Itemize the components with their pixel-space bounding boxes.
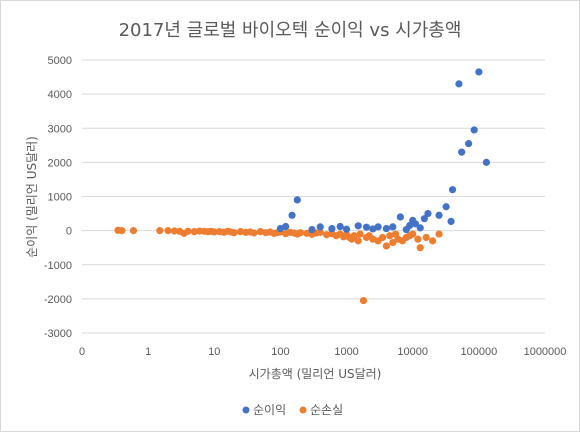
x-tick-label: 10 — [208, 346, 220, 358]
x-tick-label: 100 — [271, 346, 289, 358]
point-series-1 — [414, 235, 422, 243]
point-series-0 — [282, 222, 290, 231]
point-series-1 — [422, 233, 430, 242]
point-series-0 — [382, 224, 390, 233]
point-series-1 — [316, 228, 324, 236]
point-series-1 — [170, 227, 179, 235]
point-series-0 — [411, 220, 420, 228]
point-series-0 — [288, 211, 296, 219]
point-series-1 — [416, 244, 424, 252]
point-series-1 — [429, 237, 437, 245]
point-series-1 — [359, 296, 368, 305]
point-series-0 — [396, 213, 404, 221]
point-series-1 — [164, 227, 172, 235]
point-series-0 — [448, 186, 457, 194]
point-series-0 — [475, 68, 483, 76]
legend: 순이익 순손실 — [242, 403, 343, 417]
x-tick-label: 10000 — [397, 346, 428, 358]
point-series-0 — [308, 226, 316, 234]
point-series-0 — [435, 211, 443, 219]
point-series-1 — [250, 229, 258, 237]
point-series-1 — [184, 227, 192, 235]
x-tick-label: 1 — [145, 346, 151, 358]
point-series-0 — [482, 158, 490, 166]
x-tick-label: 0 — [79, 346, 85, 358]
y-tick-label: 1000 — [48, 192, 72, 204]
point-series-1 — [156, 227, 164, 235]
y-tick-label: 0 — [66, 226, 72, 238]
point-series-1 — [237, 228, 245, 236]
point-series-1 — [190, 228, 198, 236]
point-series-1 — [386, 232, 394, 240]
legend-marker-series-1 — [299, 406, 307, 414]
x-tick-label: 1000000 — [524, 346, 567, 358]
point-series-0 — [424, 209, 432, 218]
point-series-1 — [378, 233, 387, 242]
point-series-1 — [118, 227, 126, 235]
y-axis-title: 순이익 (밀리언 US달러) — [25, 136, 39, 258]
legend-label-series-0: 순이익 — [253, 403, 286, 417]
x-tick-label: 100000 — [460, 346, 497, 358]
point-series-1 — [409, 230, 417, 238]
point-series-1 — [230, 229, 238, 237]
y-tick-label: 4000 — [48, 89, 72, 101]
point-series-1 — [129, 227, 138, 235]
point-series-0 — [362, 223, 371, 231]
data-points — [114, 68, 490, 305]
point-series-0 — [420, 215, 428, 223]
point-series-1 — [210, 228, 218, 236]
y-tick-label: 2000 — [48, 157, 72, 169]
point-series-0 — [336, 222, 344, 231]
chart-title: 2017년 글로벌 바이오텍 순이익 vs 시가총액 — [119, 20, 462, 41]
point-series-1 — [382, 242, 390, 250]
y-tick-label: -1000 — [44, 260, 72, 272]
y-tick-label: -3000 — [44, 328, 72, 340]
x-tick-label: 1000 — [334, 346, 358, 358]
point-series-0 — [342, 225, 351, 233]
point-series-0 — [465, 140, 473, 148]
point-series-0 — [316, 223, 324, 231]
point-series-0 — [374, 223, 382, 231]
point-series-0 — [293, 196, 301, 204]
point-series-0 — [442, 203, 450, 211]
x-axis-title: 시가총액 (밀리언 US달러) — [249, 367, 382, 381]
point-series-0 — [458, 148, 466, 156]
point-series-0 — [354, 222, 362, 230]
x-tick-labels: 0 1 10 100 1000 10000 100000 1000000 — [79, 346, 566, 358]
y-tick-label: 5000 — [48, 55, 72, 67]
y-tick-label: -2000 — [44, 294, 72, 306]
point-series-1 — [354, 237, 362, 245]
y-tick-labels: 5000 4000 3000 2000 1000 0 -1000 -2000 -3000 — [44, 55, 72, 340]
legend-marker-series-0 — [242, 406, 250, 414]
point-series-0 — [416, 224, 424, 232]
point-series-1 — [296, 229, 304, 237]
y-tick-label: 3000 — [48, 123, 72, 135]
point-series-1 — [350, 232, 358, 240]
point-series-1 — [389, 238, 397, 247]
legend-label-series-1: 순손실 — [310, 403, 343, 417]
gridlines — [82, 59, 545, 334]
point-series-1 — [356, 230, 364, 238]
point-series-1 — [435, 230, 443, 238]
point-series-0 — [389, 223, 397, 231]
point-series-0 — [328, 224, 336, 233]
point-series-0 — [447, 217, 455, 226]
point-series-0 — [455, 80, 463, 88]
point-series-0 — [470, 126, 478, 134]
